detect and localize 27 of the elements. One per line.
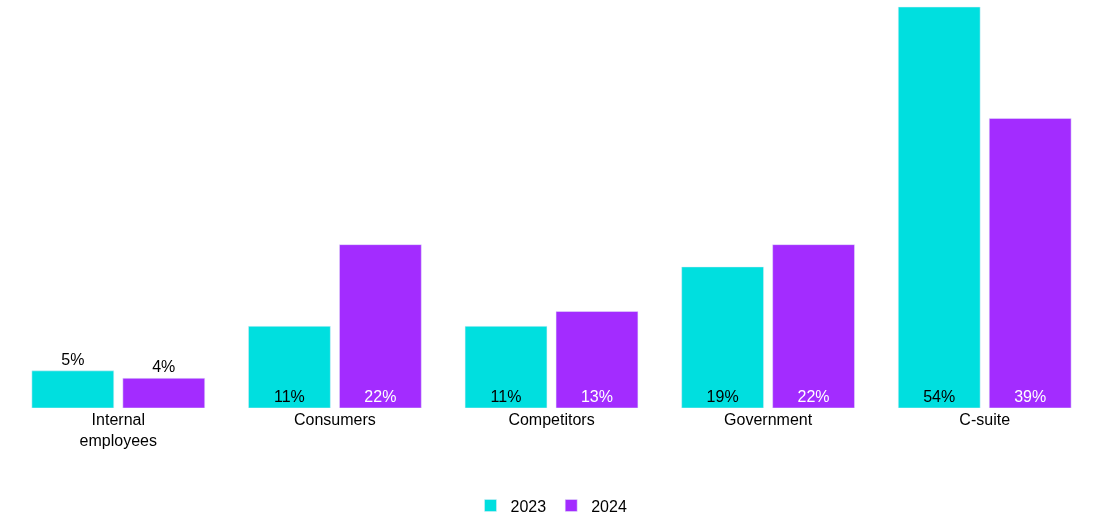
bar [681, 266, 764, 408]
data-label: 11% [490, 388, 522, 405]
bar [989, 118, 1072, 408]
bar [339, 244, 422, 408]
x-tick-label: Internal employees [79, 411, 157, 449]
legend-label: 2024 [591, 497, 627, 515]
data-label: 19% [706, 388, 739, 405]
legend-label: 2023 [510, 497, 547, 515]
data-label: 11% [273, 388, 305, 405]
bar [31, 370, 114, 408]
data-label: 5% [61, 350, 85, 368]
data-label: 22% [364, 388, 397, 405]
data-label: 39% [1014, 388, 1047, 405]
data-label: 22% [797, 388, 830, 405]
bar [898, 6, 981, 408]
x-tick-label: Government [724, 411, 813, 428]
bar [464, 326, 548, 408]
x-tick-label: C-suite [959, 411, 1011, 428]
data-label: 4% [152, 358, 176, 376]
bar [122, 378, 205, 408]
x-tick-label: Consumers [293, 411, 376, 428]
data-label: 54% [923, 388, 956, 405]
bar [248, 326, 331, 408]
bar [555, 311, 639, 408]
bar [772, 244, 855, 408]
data-label: 13% [580, 388, 613, 405]
x-tick-label: Competitors [508, 411, 595, 428]
